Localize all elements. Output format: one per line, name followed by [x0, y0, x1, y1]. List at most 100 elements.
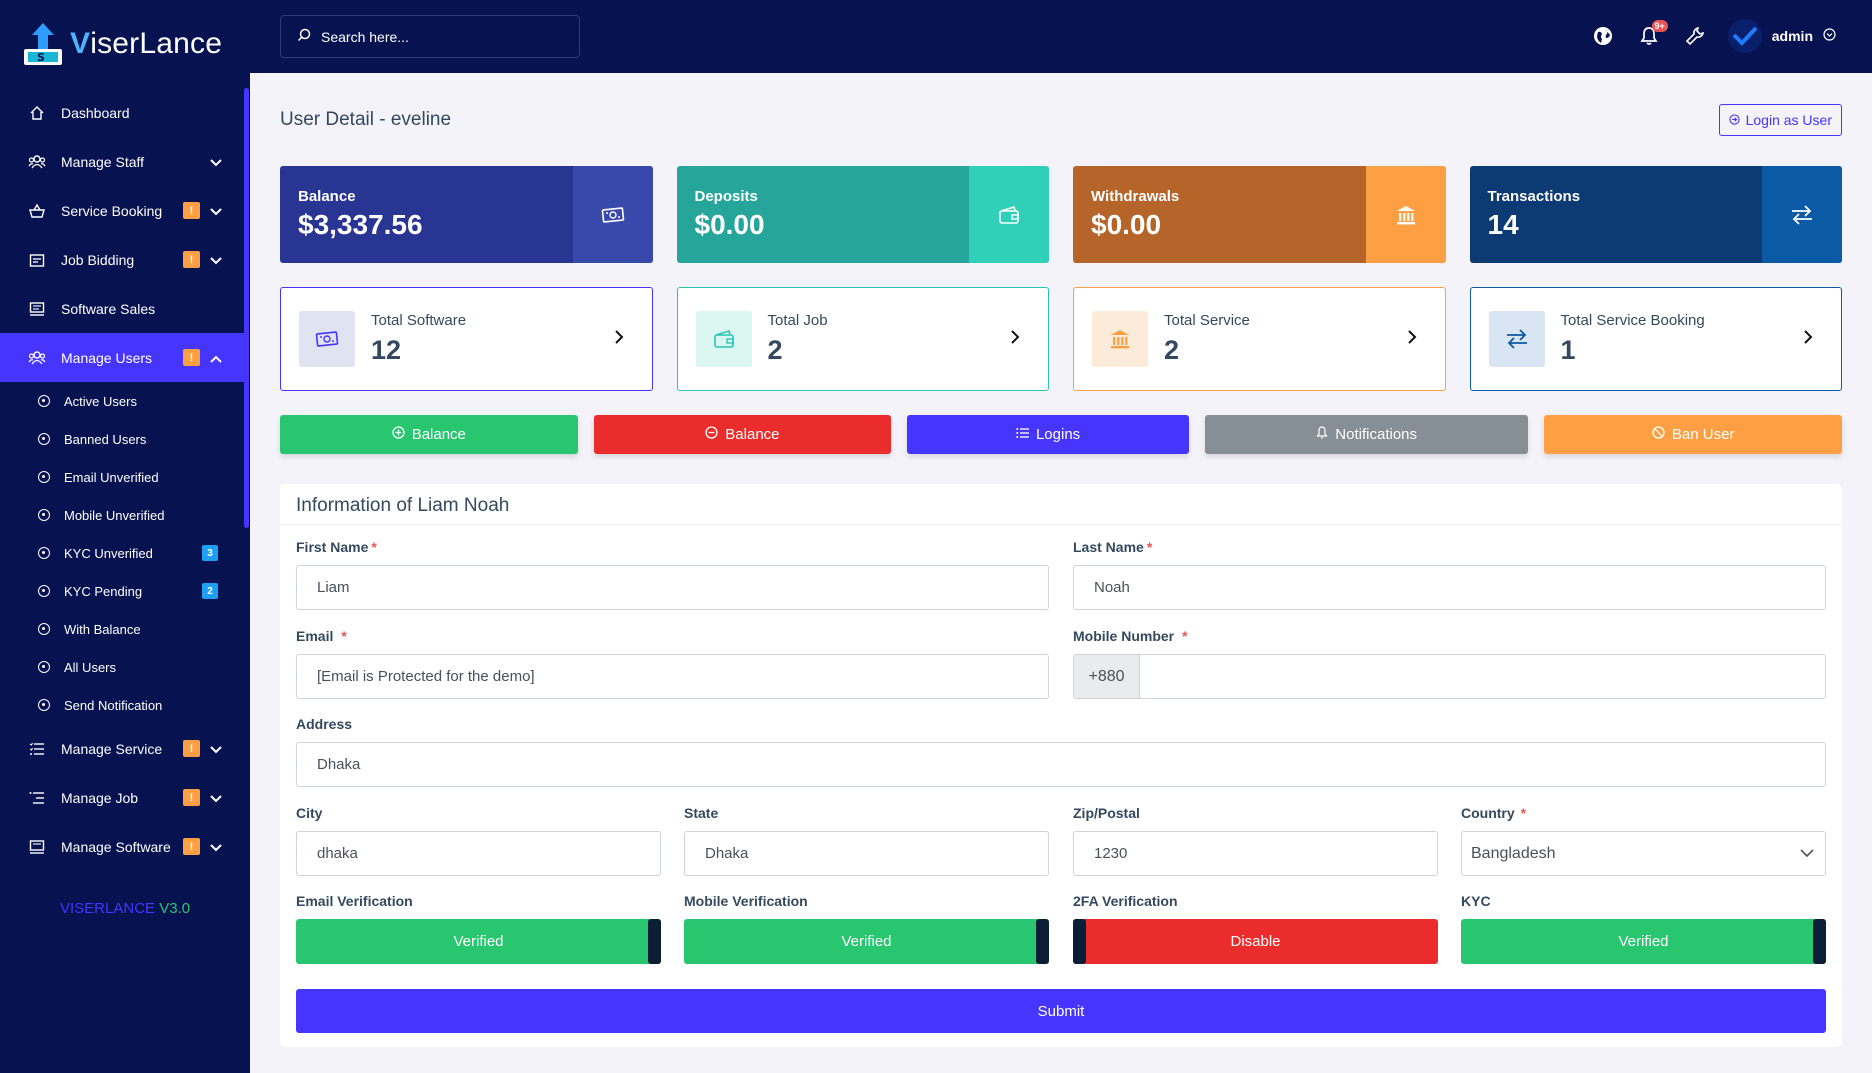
widget-value: 1: [1560, 335, 1576, 365]
toggle-knob: [648, 919, 661, 964]
brand-logo[interactable]: S ViserLance: [0, 0, 250, 87]
email-verification-toggle[interactable]: Verified: [296, 919, 661, 964]
wrench-icon[interactable]: [1682, 23, 1708, 49]
sidebar-item-manage-staff[interactable]: Manage Staff: [0, 137, 244, 186]
first-name-input[interactable]: Liam: [296, 565, 1049, 610]
email-input[interactable]: [Email is Protected for the demo]: [296, 654, 1049, 699]
bank-icon: [1365, 166, 1446, 263]
exchange-icon: [1762, 166, 1842, 263]
admin-name: admin: [1771, 28, 1813, 44]
sidebar-scrollbar[interactable]: [244, 88, 249, 528]
country-selected-value: Bangladesh: [1471, 844, 1556, 862]
chevron-down-circle-icon: [1823, 28, 1836, 44]
chevron-right-icon: [1407, 329, 1427, 349]
sidebar-subitem-mobile-unverified[interactable]: Mobile Unverified: [0, 496, 244, 534]
required-mark: *: [1520, 805, 1527, 821]
circle-dot-icon: [38, 585, 50, 597]
warning-badge: !: [183, 740, 200, 757]
sidebar-subitem-label: KYC Pending: [64, 583, 143, 599]
stat-label: Withdrawals: [1091, 188, 1180, 205]
zip-label: Zip/Postal: [1073, 805, 1438, 823]
logins-list-button[interactable]: Logins: [907, 415, 1189, 454]
sidebar-subitem-with-balance[interactable]: With Balance: [0, 610, 244, 648]
2fa-verification-toggle[interactable]: Disable: [1073, 919, 1438, 964]
sidebar-item-software-sales[interactable]: Software Sales: [0, 284, 244, 333]
city-input[interactable]: dhaka: [296, 831, 661, 876]
mobile-verification-label: Mobile Verification: [684, 893, 1049, 911]
submit-button[interactable]: Submit: [296, 989, 1826, 1033]
zip-label-text: Zip/Postal: [1073, 805, 1140, 821]
stat-card-balance: Balance $3,337.56: [280, 166, 653, 263]
sidebar-item-dashboard[interactable]: Dashboard: [0, 88, 244, 137]
notification-bell-icon[interactable]: 9+: [1636, 20, 1668, 49]
stat-label: Deposits: [694, 188, 758, 205]
sidebar-menu: Dashboard Manage Staff Service Booking! Job…: [0, 88, 244, 871]
sidebar-subitem-kyc-unverified[interactable]: KYC Unverified 3: [0, 534, 244, 572]
zip-input[interactable]: 1230: [1073, 831, 1438, 876]
toggle-knob: [1073, 919, 1086, 964]
address-label-text: Address: [296, 716, 353, 732]
user-info-form: First Name * Liam Last Name * Noah Email * …: [280, 525, 1842, 1045]
last-name-input[interactable]: Noah: [1073, 565, 1826, 610]
sidebar-item-manage-software[interactable]: Manage Software!: [0, 822, 244, 871]
sidebar-subitem-label: Send Notification: [64, 697, 163, 713]
login-as-user-button[interactable]: Login as User: [1718, 103, 1842, 136]
mobile-label: Mobile Number *: [1073, 628, 1826, 646]
stat-card-deposits: Deposits $0.00: [676, 166, 1049, 263]
stat-value: 14: [1487, 209, 1519, 240]
widget-card-total-software[interactable]: Total Software 12: [280, 287, 653, 391]
sidebar-subitem-all-users[interactable]: All Users: [0, 648, 244, 686]
sidebar-subitem-banned-users[interactable]: Banned Users: [0, 420, 244, 458]
widget-card-total-service[interactable]: Total Service 2: [1073, 287, 1446, 391]
sidebar-item-manage-job[interactable]: Manage Job!: [0, 773, 244, 822]
widget-card-total-service-booking[interactable]: Total Service Booking 1: [1469, 287, 1842, 391]
country-select[interactable]: Bangladesh: [1461, 831, 1826, 876]
sidebar-subitem-email-unverified[interactable]: Email Unverified: [0, 458, 244, 496]
action-label: Balance: [411, 426, 466, 443]
mobile-input[interactable]: [1140, 655, 1825, 698]
sidebar-subitem-label: With Balance: [64, 621, 141, 637]
widget-label: Total Software: [371, 312, 467, 329]
sidebar-subitem-active-users[interactable]: Active Users: [0, 382, 244, 420]
software-icon: [28, 300, 46, 318]
balance-minus-circle-button[interactable]: Balance: [593, 415, 892, 454]
stat-body: Deposits $0.00: [677, 166, 970, 263]
email-verification-status: Verified: [453, 933, 504, 950]
circle-dot-icon: [38, 395, 50, 407]
chevron-down-icon: [210, 839, 224, 855]
sidebar-item-label: Job Bidding: [61, 251, 135, 268]
state-label: State: [684, 805, 1049, 823]
address-input[interactable]: Dhaka: [296, 742, 1826, 787]
ban-user-ban-button[interactable]: Ban User: [1544, 415, 1842, 454]
sidebar-subitem-label: Mobile Unverified: [64, 507, 165, 523]
email-group: Email * [Email is Protected for the demo]: [296, 628, 1049, 699]
balance-plus-circle-button[interactable]: Balance: [280, 415, 578, 454]
notifications-bell-button[interactable]: Notifications: [1204, 415, 1529, 454]
sidebar-item-manage-users[interactable]: Manage Users!: [0, 333, 244, 382]
stats-row: Balance $3,337.56 Deposits $0.00 Withdrawals…: [280, 166, 1842, 263]
admin-dropdown[interactable]: admin: [1727, 19, 1836, 53]
stat-card-transactions: Transactions 14: [1469, 166, 1842, 263]
last-name-label-text: Last Name: [1073, 539, 1144, 555]
sidebar-subitem-kyc-pending[interactable]: KYC Pending 2: [0, 572, 244, 610]
kyc-toggle[interactable]: Verified: [1461, 919, 1826, 964]
globe-icon[interactable]: [1590, 23, 1616, 49]
wallet-icon: [969, 166, 1049, 263]
widget-value: 2: [1164, 335, 1180, 365]
manage-users-submenu: Active Users Banned Users Email Unverified…: [0, 382, 244, 724]
sidebar-item-job-bidding[interactable]: Job Bidding!: [0, 235, 244, 284]
sidebar-subitem-send-notification[interactable]: Send Notification: [0, 686, 244, 724]
circle-dot-icon: [38, 547, 50, 559]
state-input[interactable]: Dhaka: [684, 831, 1049, 876]
sidebar-item-manage-service[interactable]: Manage Service!: [0, 724, 244, 773]
zip-group: Zip/Postal 1230: [1073, 805, 1438, 876]
exchange-icon: [1488, 311, 1545, 367]
manage-software-icon: [28, 838, 46, 856]
bank-icon: [1092, 311, 1148, 367]
2fa-verification-group: 2FA Verification Disable: [1073, 893, 1438, 964]
sidebar-item-service-booking[interactable]: Service Booking!: [0, 186, 244, 235]
widget-card-total-job[interactable]: Total Job 2: [676, 287, 1049, 391]
mobile-verification-toggle[interactable]: Verified: [684, 919, 1049, 964]
mobile-group: Mobile Number * +880: [1073, 628, 1826, 699]
search-input[interactable]: Search here...: [280, 15, 580, 58]
